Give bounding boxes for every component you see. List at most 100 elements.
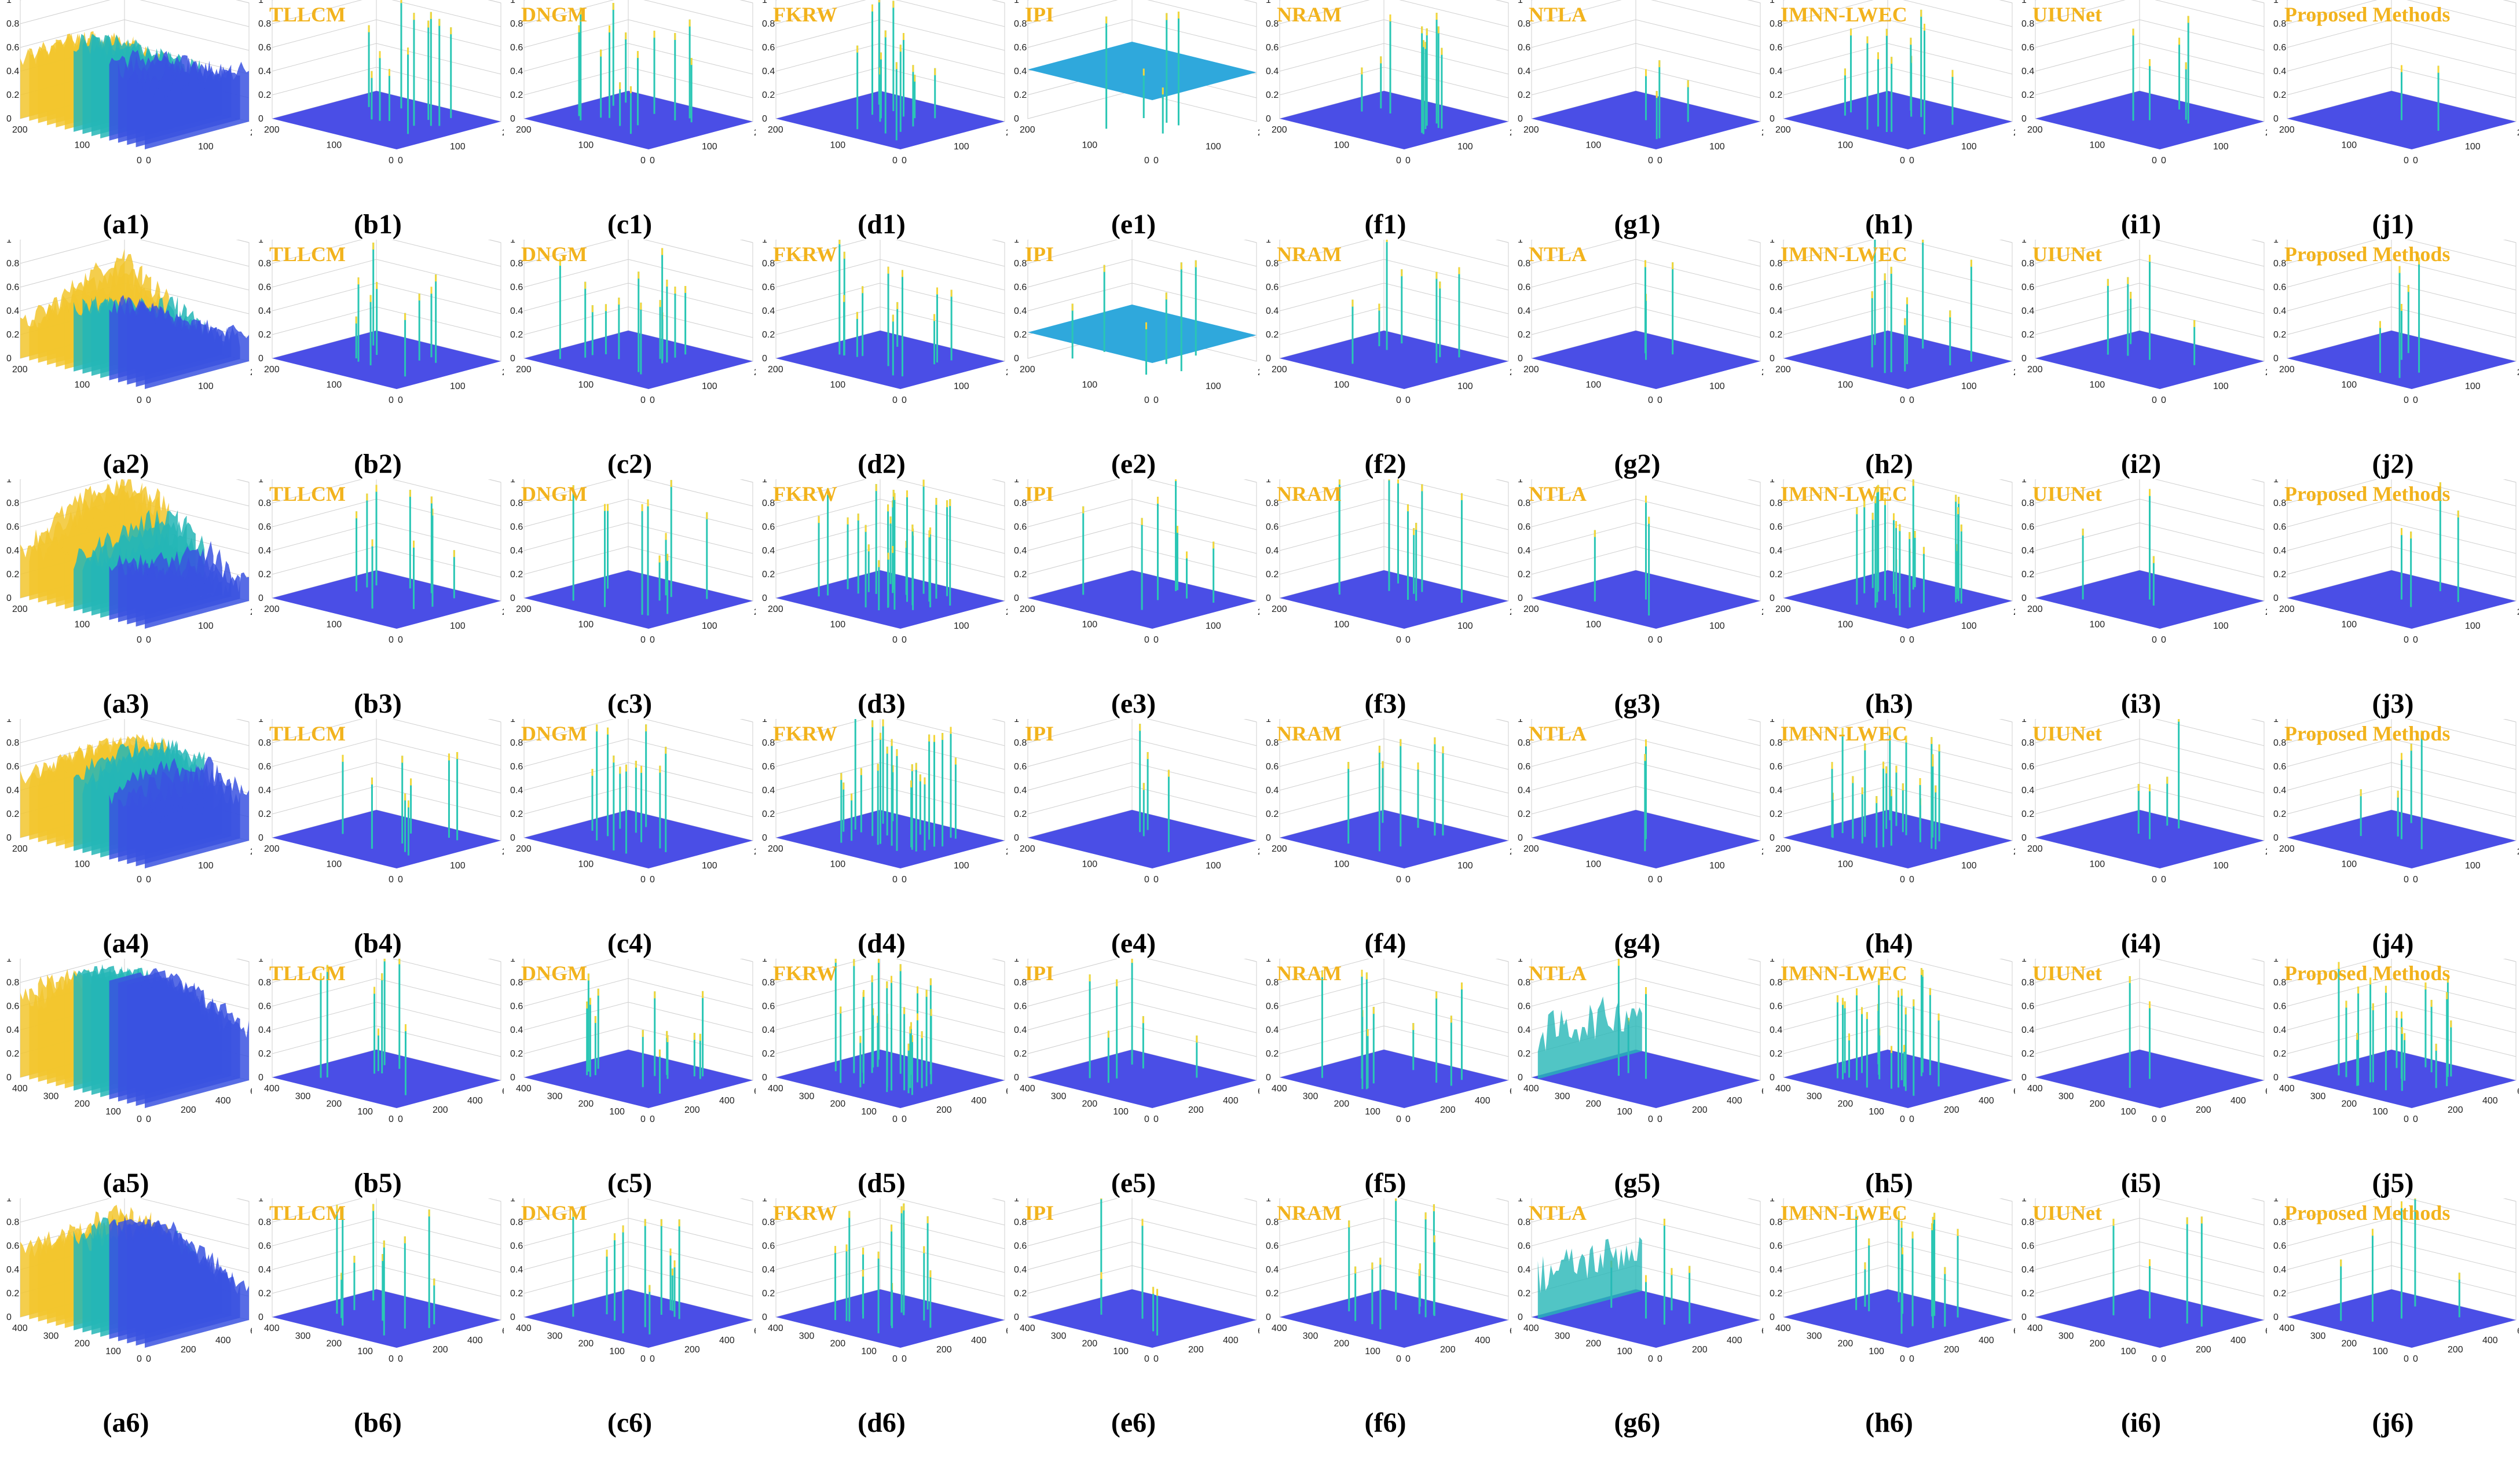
y-tick-label: 0 (1657, 395, 1662, 405)
y-tick-label: 600 (2517, 1326, 2519, 1336)
z-tick-label: 0.4 (6, 786, 19, 795)
z-tick-label: 0.4 (1518, 546, 1530, 556)
y-tick-label: 0 (650, 156, 655, 166)
z-tick-label: 1 (762, 1198, 767, 1204)
method-title: DNGM (521, 3, 587, 26)
z-tick-label: 0.2 (2273, 1289, 2286, 1299)
x-tick-label: 100 (2120, 1107, 2136, 1117)
z-tick-label: 0.4 (1518, 306, 1530, 316)
y-tick-label: 0 (2413, 1354, 2418, 1364)
x-tick-label: 100 (357, 1347, 373, 1356)
x-tick-label: 400 (1775, 1323, 1791, 1333)
panel-caption: (i5) (2120, 1168, 2162, 1198)
z-tick-label: 0.4 (510, 1025, 523, 1035)
method-title: NTLA (1529, 3, 1587, 26)
y-tick-label: 0 (902, 1354, 907, 1364)
x-tick-label: 100 (1082, 860, 1098, 870)
z-tick-label: 0.6 (1518, 762, 1530, 772)
y-tick-label: 100 (2213, 621, 2229, 631)
z-tick-label: 0 (1014, 593, 1019, 603)
x-tick-label: 100 (105, 1107, 121, 1117)
z-tick-label: 0.8 (1770, 498, 1782, 508)
z-tick-label: 0.6 (2021, 283, 2034, 292)
x-tick-label: 200 (12, 365, 28, 375)
z-tick-label: 0 (6, 1073, 12, 1083)
x-tick-label: 400 (12, 1084, 28, 1094)
z-tick-label: 0.4 (762, 546, 775, 556)
x-tick-label: 200 (516, 844, 532, 854)
x-tick-label: 0 (2152, 395, 2157, 405)
z-tick-label: 0.8 (1266, 259, 1279, 269)
y-tick-label: 200 (1006, 847, 1008, 857)
panel-b3: 00.20.40.60.8120010000100200TLLCM(b3) (252, 479, 504, 719)
z-tick-label: 0.2 (6, 90, 19, 100)
method-title: DNGM (521, 962, 587, 985)
z-tick-label: 0.8 (1518, 978, 1530, 988)
z-tick-label: 0 (510, 1312, 515, 1322)
x-tick-label: 0 (640, 1354, 646, 1364)
z-tick-label: 0 (2273, 354, 2279, 364)
x-tick-label: 300 (1303, 1091, 1318, 1101)
y-tick-label: 200 (1510, 368, 1511, 377)
panel-c2: 00.20.40.60.8120010000100200DNGM(c2) (504, 240, 756, 479)
y-tick-label: 100 (1709, 861, 1725, 871)
x-tick-label: 100 (75, 380, 90, 390)
y-tick-label: 0 (902, 875, 907, 885)
y-tick-label: 0 (146, 875, 151, 885)
method-title: NTLA (1529, 1201, 1587, 1224)
y-tick-label: 200 (250, 368, 252, 377)
z-tick-label: 0.8 (2273, 259, 2286, 269)
x-tick-label: 100 (1082, 141, 1098, 151)
panel-b1: 00.20.40.60.8120010000100200TLLCM(b1) (252, 0, 504, 240)
x-tick-label: 0 (1900, 635, 1905, 645)
z-tick-label: 0.6 (762, 1002, 775, 1011)
z-tick-label: 0.2 (6, 1289, 19, 1299)
z-tick-label: 0.2 (1014, 1049, 1027, 1059)
z-tick-label: 0.8 (6, 978, 19, 988)
z-tick-label: 0.2 (762, 809, 775, 819)
panel-caption: (a2) (102, 449, 149, 479)
panel-e3: 00.20.40.60.8120010000100200IPI(e3) (1008, 479, 1259, 719)
z-tick-label: 0.4 (258, 786, 271, 795)
y-tick-label: 200 (2517, 368, 2519, 377)
z-tick-label: 0 (1014, 1073, 1019, 1083)
surface-plot: 00.20.40.60.8140030020010000200400600 (762, 1198, 1008, 1364)
panel-d4: 00.20.40.60.8120010000100200FKRW(d4) (756, 719, 1008, 959)
z-tick-label: 0.4 (2273, 67, 2286, 76)
x-tick-label: 300 (2059, 1331, 2074, 1341)
z-tick-label: 0.2 (2021, 330, 2034, 340)
surface-plot: 00.20.40.60.8140030020010000200400600 (1014, 1198, 1259, 1364)
z-tick-label: 0 (258, 833, 263, 843)
x-tick-label: 100 (1869, 1107, 1884, 1117)
surface-plot: 00.20.40.60.8120010000100200 (258, 0, 504, 166)
y-tick-label: 600 (754, 1326, 756, 1336)
x-tick-label: 0 (137, 156, 142, 166)
x-tick-label: 400 (1523, 1323, 1539, 1333)
z-tick-label: 0 (510, 1073, 515, 1083)
y-tick-label: 0 (2413, 156, 2418, 166)
y-tick-label: 100 (2465, 861, 2481, 871)
surface-plot: 00.20.40.60.8120010000100200 (510, 0, 756, 166)
z-tick-label: 0.8 (1014, 1218, 1027, 1227)
x-tick-label: 0 (1648, 395, 1653, 405)
x-tick-label: 0 (1648, 156, 1653, 166)
z-tick-label: 0 (1266, 593, 1271, 603)
y-tick-label: 200 (1258, 128, 1259, 138)
method-title: UIUNet (2032, 482, 2102, 505)
surface-plot: 00.20.40.60.8120010000100200 (1014, 0, 1259, 166)
panel-f2: 00.20.40.60.8120010000100200NRAM(f2) (1259, 240, 1511, 479)
z-tick-label: 0.6 (510, 762, 523, 772)
panel-a3: 00.20.40.60.8120010000100200(a3) (0, 479, 252, 719)
panel-caption: (j2) (2372, 449, 2414, 479)
panel-caption: (j3) (2372, 688, 2414, 719)
z-tick-label: 0.8 (2273, 738, 2286, 748)
surface-plot: 00.20.40.60.8120010000100200 (2273, 479, 2519, 645)
x-tick-label: 200 (75, 1339, 90, 1349)
method-title: TLLCM (269, 3, 346, 26)
panel-b2: 00.20.40.60.8120010000100200TLLCM(b2) (252, 240, 504, 479)
y-tick-label: 400 (719, 1096, 735, 1106)
z-tick-label: 0.8 (1770, 738, 1782, 748)
y-tick-label: 100 (1206, 861, 1221, 871)
y-tick-label: 100 (1457, 142, 1473, 152)
z-tick-label: 0 (6, 354, 12, 364)
